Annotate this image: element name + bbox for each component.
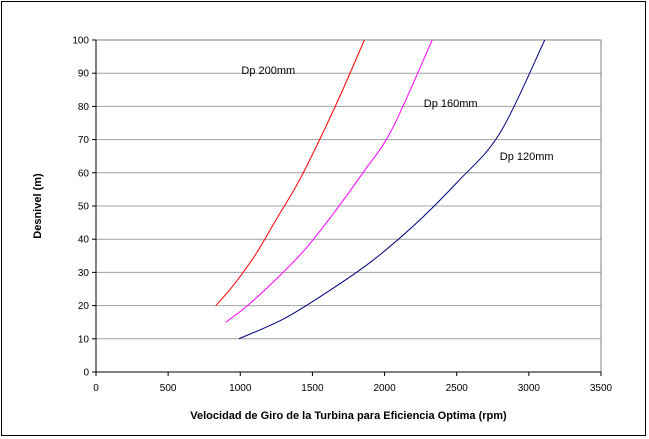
y-tick-label: 30: [78, 268, 90, 279]
y-tick-label: 20: [78, 301, 90, 312]
series-label-2: Dp 160mm: [424, 98, 478, 110]
x-tick-label: 1000: [229, 383, 252, 394]
x-axis-title: Velocidad de Giro de la Turbina para Efi…: [190, 410, 507, 422]
grid-lines: [96, 39, 601, 340]
x-tick-label: 1500: [301, 383, 324, 394]
x-tick-label: 2500: [446, 383, 469, 394]
y-tick-label: 70: [78, 135, 90, 146]
series-label-3: Dp 120mm: [500, 151, 554, 163]
x-tick-label: 3000: [518, 383, 541, 394]
y-tick-label: 80: [78, 102, 90, 113]
series-lines: [215, 39, 546, 340]
y-tick-label: 50: [78, 202, 90, 213]
y-tick-label: 40: [78, 235, 90, 246]
x-tick-label: 500: [160, 383, 177, 394]
x-tick-label: 2000: [373, 383, 396, 394]
series-line-2: [225, 39, 433, 323]
series-line-1: [215, 39, 365, 306]
y-tick-label: 100: [72, 36, 89, 47]
y-tick-label: 60: [78, 168, 90, 179]
series-label-1: Dp 200mm: [241, 65, 295, 77]
series-labels: Dp 200mm Dp 160mm Dp 120mm: [241, 65, 553, 163]
y-tick-label: 10: [78, 334, 90, 345]
y-axis-title: Desnivel (m): [32, 173, 44, 239]
y-tick-label: 90: [78, 69, 90, 80]
x-tick-label: 0: [93, 383, 99, 394]
x-tick-label: 3500: [590, 383, 613, 394]
series-line-3: [238, 39, 546, 340]
y-tick-label: 0: [83, 368, 89, 379]
